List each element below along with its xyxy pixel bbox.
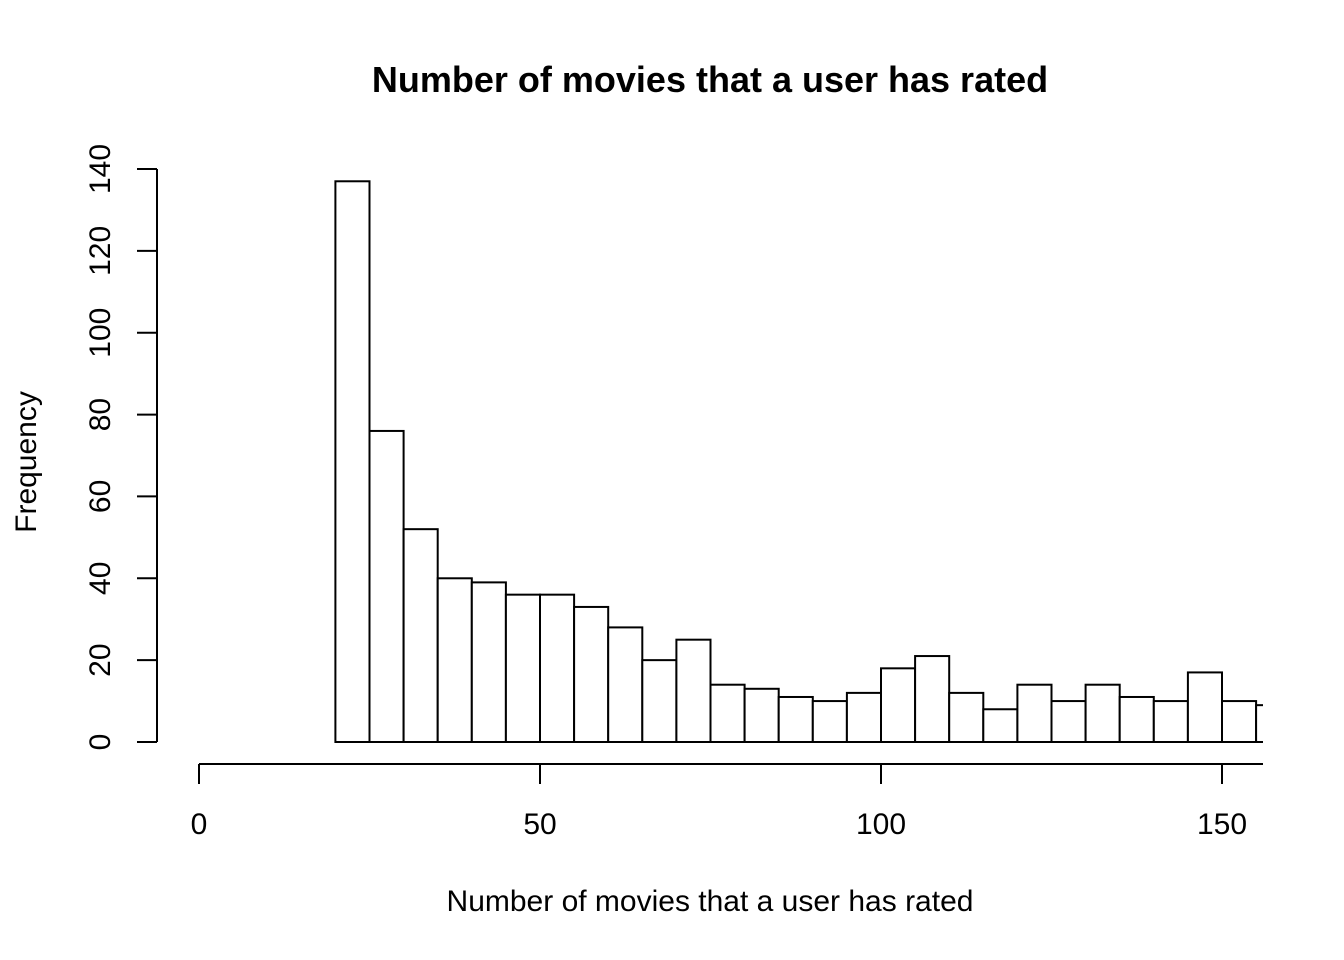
histogram-bar [811,700,848,744]
histogram-bar [777,695,814,743]
histogram-bar [1221,700,1258,744]
y-tick-label: 60 [84,480,117,513]
y-axis: 0 20 40 60 80 100 120 140 [84,144,158,751]
x-axis-label: Number of movies that a user has rated [447,885,974,918]
histogram-bar [641,659,678,744]
y-axis-label: Frequency [10,391,43,533]
y-tick-label: 40 [84,562,117,595]
histogram-bar [504,593,541,743]
histogram-bar [402,528,439,743]
histogram-bar [539,593,576,743]
histogram-bar [1255,704,1263,743]
y-tick-label: 120 [84,226,117,276]
histogram-bar [845,691,883,744]
histogram-bar [982,708,1019,744]
histogram-bar [368,429,405,743]
histogram-bar [948,691,985,744]
histogram-bar [470,581,507,743]
histogram-bar [573,605,610,743]
histogram-bar [709,683,746,744]
histogram-bar [607,626,644,744]
histogram-bar [1050,700,1087,744]
histogram-bar [436,577,473,743]
histogram-bars [334,180,1263,744]
x-tick-label: 150 [1197,808,1247,841]
histogram-bar [1152,700,1189,744]
histogram-bar [1118,695,1155,743]
y-tick-label: 140 [84,144,117,194]
x-tick-label: 50 [523,808,556,841]
histogram-bar [743,687,780,743]
histogram-bar [334,180,371,743]
histogram-bar [675,638,712,743]
x-tick-label: 100 [856,808,906,841]
histogram-bar [914,655,951,743]
histogram-bar [1186,671,1224,743]
y-tick-label: 100 [84,308,117,358]
chart-title: Number of movies that a user has rated [372,59,1048,100]
histogram-bar [880,667,917,744]
histogram-bar [1084,683,1121,744]
x-tick-label: 0 [191,808,208,841]
y-tick-label: 0 [84,734,117,751]
y-tick-label: 80 [84,398,117,431]
x-axis: 0 50 100 150 [191,763,1263,841]
histogram-bar [1016,683,1053,744]
y-tick-label: 20 [84,643,117,676]
